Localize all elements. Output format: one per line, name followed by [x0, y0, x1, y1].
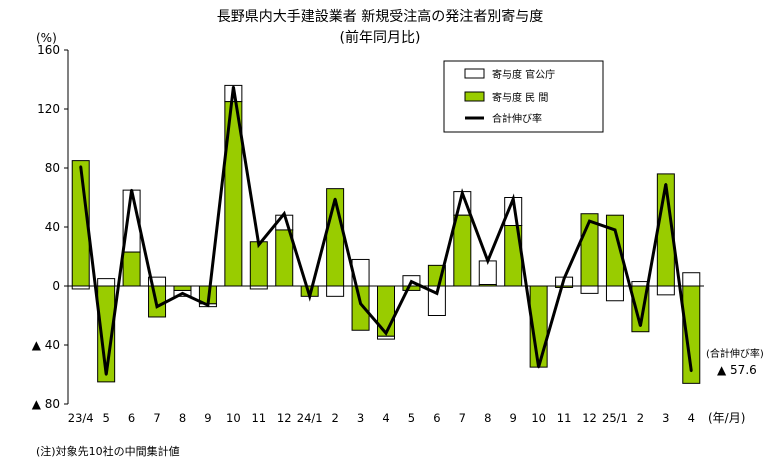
total-line-point	[257, 243, 260, 246]
bar-private	[351, 285, 370, 331]
total-line-point	[690, 369, 693, 373]
x-tick-label: 12	[582, 411, 597, 425]
x-tick-label: 10	[531, 411, 546, 425]
total-line-point	[664, 183, 668, 186]
y-tick-label: 0	[52, 279, 60, 293]
y-axis: 160 120 80 40 0 ▲ 40 ▲ 80	[32, 43, 69, 411]
y-tick-label: 160	[37, 43, 60, 57]
bar-public	[656, 285, 675, 296]
x-tick-label: 8	[179, 411, 186, 425]
x-tick-label: 4	[382, 411, 389, 425]
bar-private	[453, 214, 472, 287]
y-tick-label: 120	[37, 102, 60, 116]
total-line-point	[308, 295, 311, 298]
total-line-point	[461, 191, 464, 195]
total-line-point	[486, 259, 489, 263]
x-tick-label: 12	[277, 411, 292, 425]
series-private-bars	[71, 101, 701, 384]
chart-subtitle: (前年同月比)	[340, 29, 421, 46]
total-line-point	[104, 373, 108, 376]
x-tick-label: 6	[128, 411, 135, 425]
bar-public	[326, 285, 345, 297]
bar-public	[580, 285, 599, 294]
x-tick-label: 3	[662, 411, 669, 425]
annotation-value: ▲ 57.6	[717, 363, 757, 377]
total-line-point	[588, 219, 591, 223]
x-tick-label: 11	[557, 411, 572, 425]
total-line-point	[181, 292, 184, 295]
legend-swatch-private	[464, 91, 485, 102]
x-tick-label: 7	[459, 411, 466, 425]
total-line-point	[79, 165, 82, 168]
y-axis-label: (%)	[36, 31, 57, 45]
legend-label-total: 合計伸び率	[492, 112, 542, 125]
x-tick-label: 25/1	[602, 411, 628, 425]
x-tick-label: 3	[357, 411, 364, 425]
total-line-point	[283, 212, 286, 215]
legend-label-public: 寄与度 官公庁	[492, 68, 555, 81]
total-line-point	[562, 277, 566, 280]
y-tick-label: ▲ 40	[32, 338, 60, 352]
legend-label-private: 寄与度 民 間	[492, 91, 548, 104]
x-axis: 23/4 5 6 7 8 9 10 11 12 24/1 2 3 4 5 6 7 8 9 10 11 12 25/1 2 3 4	[68, 411, 695, 425]
x-tick-label: 7	[153, 411, 160, 425]
x-tick-label: 5	[102, 411, 109, 425]
x-tick-label: 8	[484, 411, 491, 425]
x-tick-label: 9	[510, 411, 517, 425]
x-tick-label: 4	[688, 411, 695, 425]
legend-swatch-public	[464, 68, 485, 79]
bar-private	[275, 229, 294, 287]
footnote: (注)対象先10社の中間集計値	[36, 444, 180, 458]
total-line-point	[512, 197, 515, 201]
bar-public	[97, 278, 116, 287]
y-tick-label: 80	[45, 161, 60, 175]
total-line-point	[435, 292, 439, 295]
bar-private	[377, 285, 395, 337]
total-line-point	[155, 305, 159, 308]
total-line-point	[333, 197, 337, 201]
x-tick-label: 23/4	[68, 411, 94, 425]
bar-public	[682, 272, 701, 287]
y-tick-label: ▲ 80	[32, 397, 60, 411]
x-tick-label: 10	[226, 411, 241, 425]
total-line-point	[130, 188, 133, 192]
total-line-point	[359, 302, 362, 305]
chart-title: 長野県内大手建設業者 新規受注高の発注者別寄与度	[217, 8, 543, 25]
y-tick-label: 40	[45, 220, 60, 234]
bar-public	[605, 285, 624, 302]
x-tick-label: 24/1	[297, 411, 323, 425]
bar-private	[249, 241, 268, 287]
total-line-point	[613, 228, 617, 232]
annotation-label: (合計伸び率)	[706, 347, 764, 360]
bar-private	[402, 285, 421, 291]
total-line-point	[537, 365, 540, 369]
legend: 寄与度 官公庁 寄与度 民 間 合計伸び率	[443, 60, 604, 133]
x-axis-label: (年/月)	[708, 411, 745, 425]
total-line-point	[410, 280, 413, 283]
total-line-point	[232, 85, 235, 89]
x-tick-label: 2	[331, 411, 338, 425]
x-tick-label: 2	[637, 411, 644, 425]
total-line-point	[639, 324, 642, 328]
x-tick-label: 9	[204, 411, 211, 425]
x-tick-label: 5	[408, 411, 415, 425]
x-tick-label: 11	[251, 411, 266, 425]
bar-private	[122, 251, 141, 287]
total-line-point	[384, 332, 388, 335]
x-tick-label: 6	[433, 411, 440, 425]
bar-private	[173, 285, 192, 291]
series-total-line	[79, 85, 693, 376]
total-line-point	[206, 303, 210, 307]
